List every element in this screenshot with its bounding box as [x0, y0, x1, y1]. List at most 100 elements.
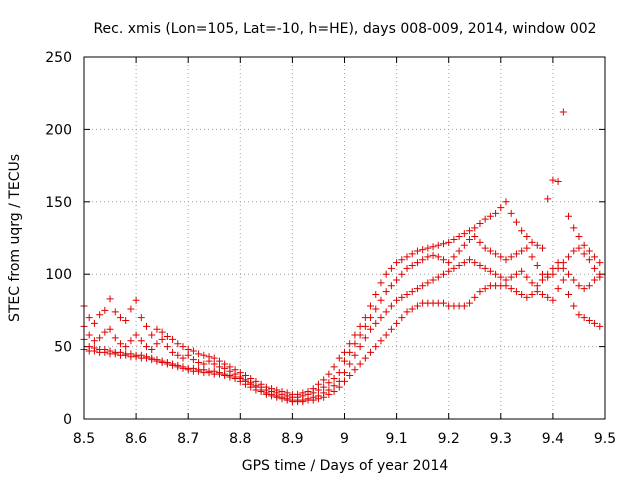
data-point	[169, 361, 177, 369]
x-tick-label: 8.5	[73, 431, 95, 447]
data-point	[408, 250, 416, 258]
data-point	[445, 259, 453, 267]
data-point	[565, 270, 573, 278]
data-point	[205, 357, 213, 365]
data-point	[101, 348, 109, 356]
data-point	[512, 288, 520, 296]
series-arc-1	[80, 295, 343, 398]
data-point	[492, 250, 500, 258]
data-point	[424, 279, 432, 287]
data-point	[330, 374, 338, 382]
data-point	[585, 282, 593, 290]
data-point	[570, 302, 578, 310]
data-point	[559, 264, 567, 272]
data-point	[184, 366, 192, 374]
data-point	[518, 227, 526, 235]
data-point	[507, 273, 515, 281]
data-point	[174, 363, 182, 371]
data-point	[476, 220, 484, 228]
series-arc-4	[80, 345, 343, 406]
data-point	[367, 325, 375, 333]
data-point	[341, 377, 348, 385]
data-point	[116, 340, 124, 348]
data-point	[393, 319, 401, 327]
data-point	[393, 296, 401, 304]
data-point	[585, 247, 593, 255]
data-point	[367, 302, 375, 310]
data-point	[523, 244, 531, 252]
data-point	[538, 276, 546, 284]
data-point	[189, 356, 197, 364]
data-point	[481, 285, 489, 293]
data-point	[325, 379, 333, 387]
data-point	[408, 305, 416, 313]
data-point	[101, 328, 109, 336]
data-point	[434, 273, 442, 281]
data-point	[492, 270, 500, 278]
data-point	[528, 290, 536, 298]
data-point	[372, 305, 380, 313]
data-point	[466, 235, 474, 243]
data-point	[502, 198, 510, 206]
data-point	[471, 259, 479, 267]
data-point	[158, 335, 166, 343]
data-point	[591, 264, 599, 272]
data-point	[528, 253, 536, 261]
data-point	[346, 348, 354, 356]
data-point	[408, 262, 416, 270]
data-point	[580, 241, 588, 249]
data-point	[361, 322, 369, 330]
data-point	[398, 314, 406, 322]
data-point	[106, 325, 114, 333]
data-point	[413, 247, 421, 255]
data-point	[346, 360, 354, 368]
data-point	[387, 282, 395, 290]
data-point	[544, 270, 552, 278]
series-arc-6	[341, 233, 604, 365]
data-point	[96, 334, 104, 342]
data-point	[398, 256, 406, 264]
data-point	[341, 369, 348, 377]
data-point	[466, 227, 474, 235]
data-point	[132, 353, 140, 361]
data-point	[127, 337, 135, 345]
data-point	[111, 308, 119, 316]
data-point	[351, 366, 359, 374]
data-point	[335, 354, 343, 362]
chart-title: Rec. xmis (Lon=105, Lat=-10, h=HE), days…	[93, 21, 596, 37]
data-point	[419, 282, 427, 290]
data-point	[429, 276, 437, 284]
data-point	[101, 306, 109, 314]
data-point	[143, 322, 151, 330]
data-point	[356, 343, 364, 351]
data-point	[372, 343, 380, 351]
data-point	[460, 230, 468, 238]
data-point	[424, 253, 432, 261]
data-point	[268, 392, 276, 400]
data-point	[476, 238, 484, 246]
data-point	[585, 317, 593, 325]
data-point	[445, 238, 453, 246]
data-point	[341, 357, 348, 365]
data-point	[127, 305, 135, 313]
data-point	[179, 354, 187, 362]
data-point	[111, 350, 119, 358]
data-point	[184, 351, 192, 359]
data-point	[523, 273, 531, 281]
x-tick-label: 9.2	[438, 431, 460, 447]
data-point	[492, 209, 500, 217]
data-point	[215, 370, 223, 378]
data-point	[523, 293, 531, 301]
data-point	[596, 270, 604, 278]
data-point	[231, 374, 239, 382]
x-tick-label: 9.4	[542, 431, 564, 447]
data-point	[403, 290, 411, 298]
data-point	[497, 273, 505, 281]
data-point	[580, 285, 588, 293]
data-point	[413, 259, 421, 267]
data-point	[533, 262, 541, 270]
data-point	[106, 295, 114, 303]
data-point	[507, 253, 515, 261]
data-point	[554, 178, 562, 186]
